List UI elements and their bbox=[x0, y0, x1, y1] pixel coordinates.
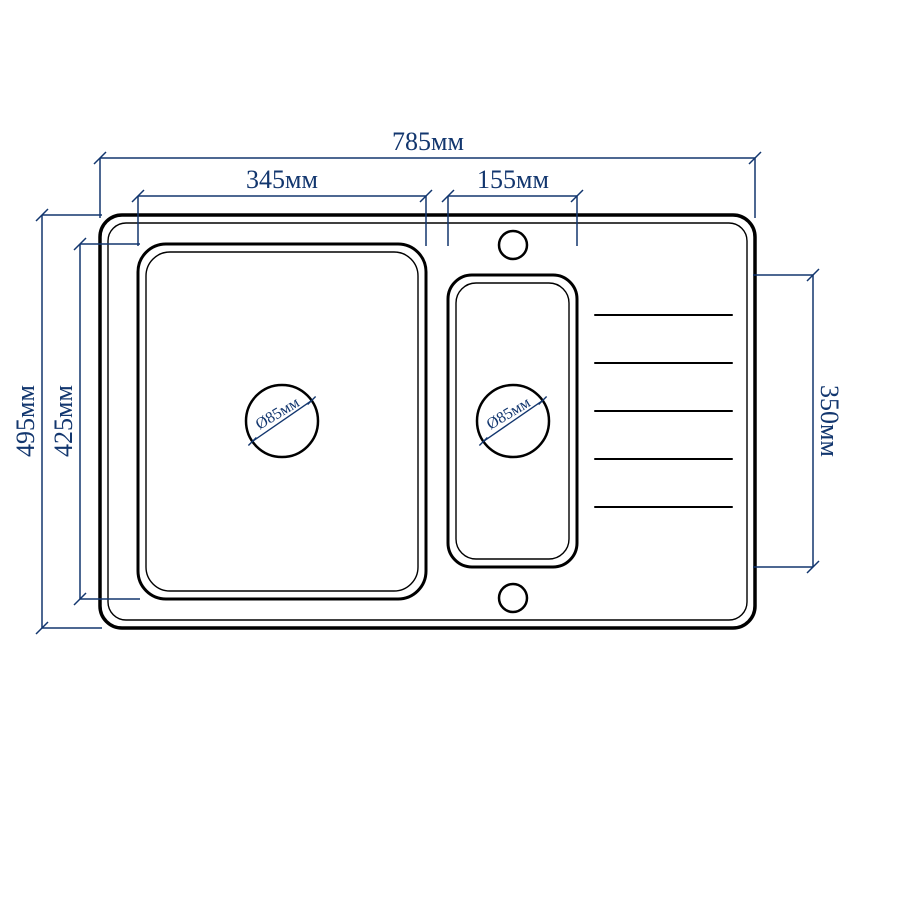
dim-345-label: 345мм bbox=[246, 165, 318, 194]
tap-hole-1 bbox=[499, 584, 527, 612]
dim-425-label: 425мм bbox=[49, 385, 78, 457]
dim-155-label: 155мм bbox=[477, 165, 549, 194]
dim-350-label: 350мм bbox=[815, 385, 844, 457]
tap-hole-0 bbox=[499, 231, 527, 259]
dim-785-label: 785мм bbox=[392, 127, 464, 156]
main-drain: Ø85мм bbox=[246, 385, 318, 457]
sink-technical-drawing: Ø85мм Ø85мм 785мм 345мм 155мм 495мм 425мм 350мм bbox=[0, 0, 900, 900]
dim-495-label: 495мм bbox=[11, 385, 40, 457]
sec-drain: Ø85мм bbox=[477, 385, 549, 457]
